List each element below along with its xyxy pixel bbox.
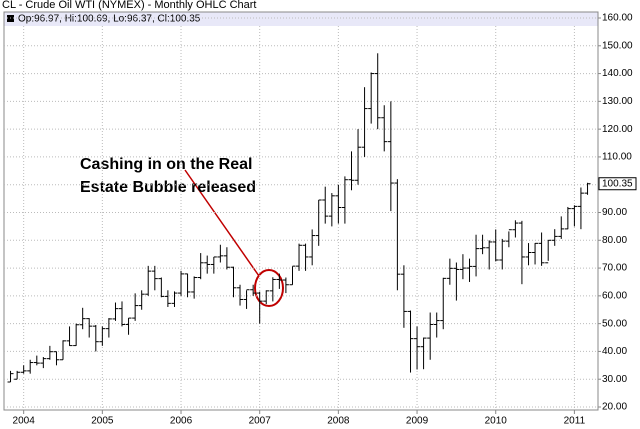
x-tick-label: 2007 [249, 416, 272, 427]
last-price-box [598, 177, 637, 191]
chart-title: CL - Crude Oil WTI (NYMEX) - Monthly OHL… [2, 0, 256, 11]
x-tick-label: 2010 [485, 416, 508, 427]
annotation-circle [254, 269, 284, 307]
x-tick-label: 2004 [13, 416, 36, 427]
x-tick-label: 2006 [170, 416, 193, 427]
header-values: Op:96.97, Hi:100.69, Lo:96.37, Cl:100.35 [18, 14, 201, 25]
y-tick-label: 130.00 [602, 96, 633, 107]
annotation: Cashing in on the Real [80, 156, 252, 173]
header-band [4, 12, 598, 26]
y-tick-label: 40.00 [602, 346, 627, 357]
plot-frame [3, 11, 599, 411]
annotation: Estate Bubble released [80, 179, 256, 196]
annotation-arrow [184, 169, 260, 277]
y-tick-label: 60.00 [602, 290, 627, 301]
x-tick-label: 2011 [564, 416, 586, 427]
y-tick-label: 80.00 [602, 235, 627, 246]
x-tick-label: 2009 [406, 416, 429, 427]
y-tick-label: 30.00 [602, 374, 627, 385]
y-tick-label: 70.00 [602, 263, 627, 274]
y-tick-label: 160.00 [602, 13, 633, 24]
x-tick-label: 2008 [327, 416, 350, 427]
y-tick-label: 150.00 [602, 40, 633, 51]
y-tick-label: 110.00 [602, 152, 632, 163]
y-tick-label: 120.00 [602, 124, 633, 135]
y-tick-label: 140.00 [602, 68, 633, 79]
x-tick-label: 2005 [91, 416, 114, 427]
y-tick-label: 50.00 [602, 318, 627, 329]
y-tick-label: 20.00 [602, 402, 627, 413]
y-tick-label: 90.00 [602, 207, 627, 218]
last-price-label: 100.35 [602, 178, 633, 189]
